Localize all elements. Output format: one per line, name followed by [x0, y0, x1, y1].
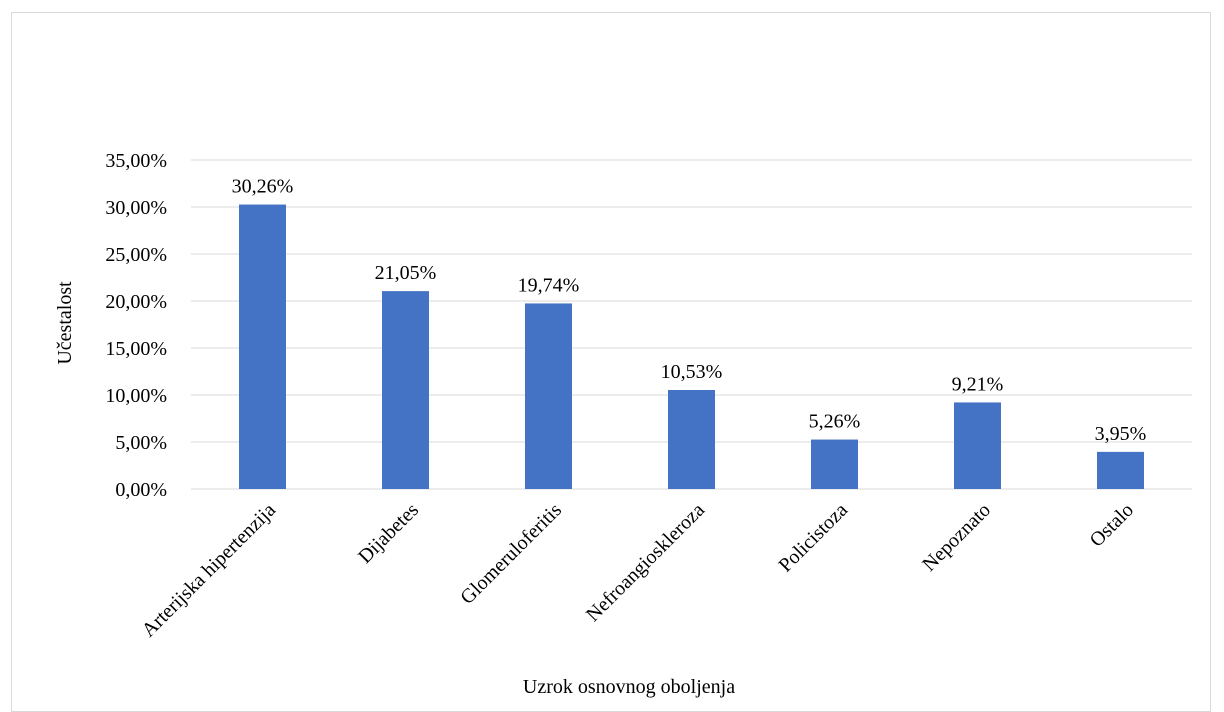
y-axis-title: Učestalost [54, 281, 76, 365]
bar [811, 439, 858, 489]
bar [239, 204, 286, 489]
data-labels: 30,26% 21,05% 19,74% 10,53% 5,26% 9,21% 3,95% [232, 176, 1147, 445]
x-tick-label: Ostalo [1086, 499, 1138, 551]
y-tick-label: 20,00% [105, 291, 167, 313]
x-axis-categories: Arterijska hipertenzija Dijabetes Glomerul… [138, 499, 1138, 642]
data-label: 3,95% [1095, 423, 1147, 445]
data-label: 9,21% [952, 373, 1004, 395]
y-tick-label: 25,00% [105, 244, 167, 266]
x-tick-label: Nefroangioskleroza [582, 499, 709, 626]
x-tick-label: Glomeruloferitis [456, 499, 566, 609]
y-axis-ticks: 0,00% 5,00% 10,00% 15,00% 20,00% 25,00% 30,00%… [105, 150, 167, 501]
y-tick-label: 35,00% [105, 150, 167, 172]
bar [525, 303, 572, 489]
x-tick-label: Arterijska hipertenzija [138, 499, 280, 641]
bar [954, 402, 1001, 489]
y-tick-label: 5,00% [115, 432, 167, 454]
data-label: 5,26% [809, 411, 861, 433]
data-label: 21,05% [375, 262, 437, 284]
bars [239, 204, 1144, 489]
y-tick-label: 15,00% [105, 338, 167, 360]
bar [668, 390, 715, 489]
x-tick-label: Dijabetes [354, 499, 423, 568]
x-axis-title: Uzrok osnovnog oboljenja [523, 676, 735, 698]
chart-frame [11, 12, 1211, 712]
y-tick-label: 30,00% [105, 197, 167, 219]
y-tick-label: 10,00% [105, 385, 167, 407]
data-label: 19,74% [518, 274, 580, 296]
data-label: 10,53% [661, 361, 723, 383]
x-tick-label: Nepoznato [918, 499, 995, 576]
y-tick-label: 0,00% [115, 479, 167, 501]
bar [1097, 451, 1144, 489]
data-label: 30,26% [232, 176, 294, 198]
x-tick-label: Policistoza [774, 499, 852, 577]
bar [382, 291, 429, 489]
